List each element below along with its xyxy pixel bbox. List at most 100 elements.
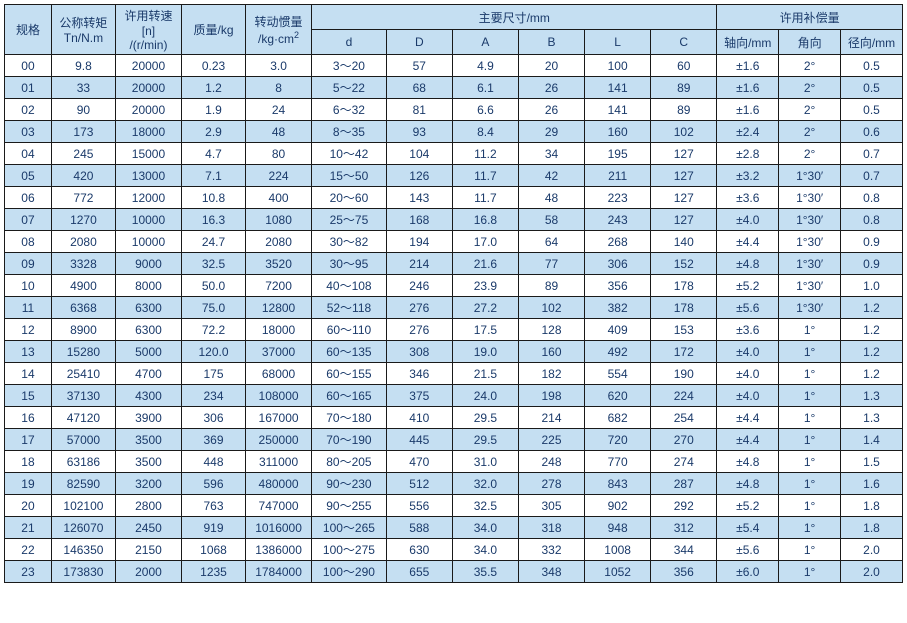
cell-D: 214 [386,253,452,275]
cell-L: 1052 [585,561,651,583]
cell-n: 6300 [115,297,181,319]
cell-A: 29.5 [452,429,518,451]
cell-C: 172 [651,341,717,363]
cell-C: 292 [651,495,717,517]
cell-axial: ±4.8 [717,473,779,495]
cell-d: 30～82 [312,231,387,253]
cell-axial: ±4.0 [717,385,779,407]
cell-A: 11.7 [452,165,518,187]
cell-D: 68 [386,77,452,99]
cell-spec: 13 [5,341,52,363]
col-angular: 角向 [779,30,841,55]
cell-d: 60～110 [312,319,387,341]
cell-A: 21.5 [452,363,518,385]
cell-d: 70～180 [312,407,387,429]
cell-spec: 10 [5,275,52,297]
cell-n: 15000 [115,143,181,165]
cell-mass: 1.2 [182,77,246,99]
cell-radial: 1.6 [841,473,903,495]
cell-n: 4700 [115,363,181,385]
cell-angular: 1° [779,539,841,561]
cell-spec: 05 [5,165,52,187]
cell-B: 128 [518,319,584,341]
cell-mass: 50.0 [182,275,246,297]
table-row: 067721200010.840020～6014311.748223127±3.… [5,187,903,209]
cell-B: 42 [518,165,584,187]
cell-D: 470 [386,451,452,473]
table-row: 104900800050.0720040～10824623.989356178±… [5,275,903,297]
cell-tn: 1270 [51,209,115,231]
cell-L: 141 [585,77,651,99]
table-row: 04245150004.78010～4210411.234195127±2.82… [5,143,903,165]
cell-L: 902 [585,495,651,517]
cell-B: 348 [518,561,584,583]
cell-inertia: 311000 [246,451,312,473]
cell-mass: 0.23 [182,55,246,77]
cell-n: 18000 [115,121,181,143]
cell-tn: 146350 [51,539,115,561]
cell-n: 2150 [115,539,181,561]
cell-C: 344 [651,539,717,561]
cell-n: 8000 [115,275,181,297]
cell-n: 9000 [115,253,181,275]
cell-mass: 369 [182,429,246,451]
cell-d: 6～32 [312,99,387,121]
cell-radial: 1.2 [841,319,903,341]
cell-A: 35.5 [452,561,518,583]
cell-mass: 72.2 [182,319,246,341]
cell-tn: 37130 [51,385,115,407]
cell-spec: 07 [5,209,52,231]
cell-A: 31.0 [452,451,518,473]
cell-angular: 1° [779,341,841,363]
cell-axial: ±2.4 [717,121,779,143]
cell-n: 20000 [115,77,181,99]
cell-C: 274 [651,451,717,473]
cell-spec: 20 [5,495,52,517]
cell-B: 214 [518,407,584,429]
cell-C: 287 [651,473,717,495]
cell-C: 270 [651,429,717,451]
table-row: 1757000350036925000070～19044529.52257202… [5,429,903,451]
col-axial: 轴向/mm [717,30,779,55]
cell-spec: 03 [5,121,52,143]
cell-tn: 57000 [51,429,115,451]
table-row: 116368630075.01280052～11827627.210238217… [5,297,903,319]
cell-n: 10000 [115,209,181,231]
cell-D: 655 [386,561,452,583]
cell-radial: 1.2 [841,341,903,363]
cell-C: 140 [651,231,717,253]
cell-d: 90～230 [312,473,387,495]
cell-axial: ±3.2 [717,165,779,187]
cell-L: 141 [585,99,651,121]
cell-inertia: 7200 [246,275,312,297]
cell-d: 100～265 [312,517,387,539]
cell-angular: 1° [779,451,841,473]
cell-tn: 90 [51,99,115,121]
cell-tn: 3328 [51,253,115,275]
cell-d: 100～290 [312,561,387,583]
cell-B: 198 [518,385,584,407]
cell-spec: 11 [5,297,52,319]
cell-inertia: 1080 [246,209,312,231]
cell-radial: 0.5 [841,77,903,99]
cell-spec: 22 [5,539,52,561]
col-group-dims: 主要尺寸/mm [312,5,717,30]
cell-angular: 1° [779,385,841,407]
cell-inertia: 80 [246,143,312,165]
cell-inertia: 3520 [246,253,312,275]
cell-A: 32.0 [452,473,518,495]
cell-inertia: 1784000 [246,561,312,583]
cell-angular: 1° [779,429,841,451]
cell-axial: ±5.6 [717,297,779,319]
table-row: 1863186350044831100080～20547031.02487702… [5,451,903,473]
cell-radial: 0.8 [841,187,903,209]
cell-spec: 12 [5,319,52,341]
cell-B: 160 [518,341,584,363]
cell-axial: ±1.6 [717,77,779,99]
cell-n: 2800 [115,495,181,517]
cell-tn: 82590 [51,473,115,495]
cell-L: 306 [585,253,651,275]
cell-tn: 25410 [51,363,115,385]
cell-tn: 173830 [51,561,115,583]
cell-C: 152 [651,253,717,275]
